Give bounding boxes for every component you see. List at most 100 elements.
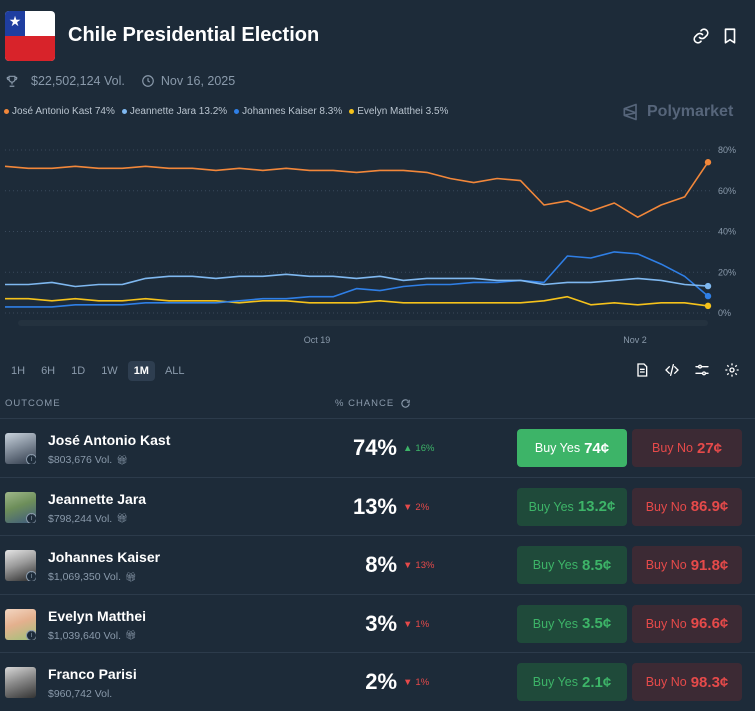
refresh-icon[interactable]	[400, 398, 411, 409]
legend-dot	[4, 109, 9, 114]
candidate-volume: $1,039,640 Vol. 🎁︎	[48, 629, 137, 642]
sliders-icon[interactable]	[694, 362, 710, 378]
polymarket-logo-icon	[623, 103, 637, 121]
candidate-chance: 13%	[352, 493, 397, 519]
candidate-chance: 2%	[365, 669, 397, 694]
info-icon: i	[26, 571, 36, 581]
legend-item: José Antonio Kast 74%	[4, 106, 115, 117]
arrow-down-icon: ▼	[403, 560, 413, 571]
series-line	[4, 161, 709, 218]
candidate-chance: 8%	[365, 552, 397, 577]
buy-no-button[interactable]: Buy No 91.8¢	[632, 546, 742, 584]
market-header: ★ Chile Presidential Election $22,502,12…	[0, 0, 755, 100]
price-chart[interactable]: 80% 60% 40% 20% 0% Oct 19 Nov 2	[0, 135, 755, 350]
series-endpoint	[704, 159, 712, 166]
buy-no-button[interactable]: Buy No 96.6¢	[632, 604, 742, 643]
gift-icon: 🎁︎	[124, 630, 137, 640]
outcome-column-header: OUTCOME	[5, 398, 61, 409]
candidate-name: Johannes Kaiser	[48, 549, 161, 565]
series-line	[5, 251, 709, 308]
outcome-row[interactable]: i Evelyn Matthei $1,039,640 Vol. 🎁︎ 3% ▼ 1…	[0, 593, 755, 653]
document-icon[interactable]	[634, 362, 650, 378]
legend-dot	[121, 109, 127, 114]
link-icon[interactable]	[692, 27, 710, 45]
gift-icon: 🎁︎	[116, 454, 128, 465]
range-1w-button[interactable]: 1W	[101, 365, 118, 377]
gift-icon: 🎁︎	[124, 571, 137, 582]
candidate-name: Franco Parisi	[48, 666, 137, 682]
info-icon: i	[26, 454, 36, 464]
candidate-volume: $803,676 Vol. 🎁︎	[48, 454, 128, 466]
candidate-volume: $798,244 Vol. 🎁︎	[48, 512, 128, 525]
buy-no-button[interactable]: Buy No 86.9¢	[632, 487, 742, 526]
y-tick-label: 40%	[718, 227, 736, 237]
candidate-name: Evelyn Matthei	[48, 607, 147, 624]
candidate-volume: $960,742 Vol.	[48, 688, 113, 700]
candidate-chance: 74%	[352, 435, 397, 460]
outcome-row[interactable]: i José Antonio Kast $803,676 Vol. 🎁︎ 74% …	[0, 418, 755, 477]
buy-no-button[interactable]: Buy No 98.3¢	[632, 663, 742, 701]
y-tick-label: 0%	[718, 308, 731, 318]
embed-code-icon[interactable]	[664, 362, 680, 378]
y-tick-label: 80%	[718, 145, 736, 155]
chance-change: ▼ 1%	[403, 677, 430, 688]
market-meta: $22,502,124 Vol. Nov 16, 2025	[5, 74, 235, 88]
settings-gear-icon[interactable]	[724, 362, 740, 378]
outcome-row[interactable]: i Jeannette Jara $798,244 Vol. 🎁︎ 13% ▼ 2%…	[0, 476, 755, 536]
gift-icon: 🎁︎	[116, 513, 128, 523]
y-tick-label: 20%	[718, 267, 736, 277]
range-1m-button[interactable]: 1M	[127, 361, 155, 381]
candidate-avatar: i	[5, 433, 36, 464]
candidate-volume: $1,069,350 Vol. 🎁︎	[48, 571, 137, 583]
arrow-down-icon: ▼	[403, 501, 413, 513]
candidate-avatar	[5, 667, 36, 698]
series-line	[5, 295, 709, 307]
legend-item: Jeannette Jara 13.2%	[121, 106, 227, 117]
series-endpoint	[704, 292, 712, 300]
chart-legend: José Antonio Kast 74% Jeannette Jara 13.…	[4, 106, 448, 117]
range-all-button[interactable]: ALL	[164, 365, 185, 377]
arrow-down-icon: ▼	[403, 677, 413, 688]
buy-yes-button[interactable]: Buy Yes 74¢	[517, 429, 627, 467]
info-icon: i	[26, 512, 36, 523]
time-range-selector: 1H 6H 1D 1W 1M ALL	[5, 361, 191, 381]
legend-dot	[234, 109, 240, 114]
legend-item: Evelyn Matthei 3.5%	[349, 106, 448, 117]
bookmark-icon[interactable]	[721, 27, 739, 45]
range-1d-button[interactable]: 1D	[71, 365, 86, 377]
candidate-name: Jeannette Jara	[48, 490, 147, 507]
range-1h-button[interactable]: 1H	[11, 365, 26, 377]
chance-change: ▲ 16%	[403, 443, 435, 454]
buy-yes-button[interactable]: Buy Yes 3.5¢	[517, 604, 627, 643]
x-tick-label: Nov 2	[623, 335, 647, 345]
chance-change: ▼ 1%	[403, 618, 430, 630]
chance-change: ▼ 13%	[403, 560, 435, 571]
market-end-date: Nov 16, 2025	[160, 74, 236, 88]
y-tick-label: 60%	[718, 186, 736, 196]
arrow-up-icon: ▲	[403, 443, 413, 454]
candidate-chance: 3%	[365, 610, 397, 636]
candidate-avatar: i	[5, 608, 36, 640]
outcome-list: i José Antonio Kast $803,676 Vol. 🎁︎ 74% …	[0, 418, 755, 711]
buy-yes-button[interactable]: Buy Yes 8.5¢	[517, 546, 627, 584]
clock-icon	[142, 75, 154, 87]
info-icon: i	[26, 629, 36, 640]
series-endpoint	[704, 282, 712, 290]
market-volume: $22,502,124 Vol.	[31, 74, 125, 88]
range-6h-button[interactable]: 6H	[41, 365, 56, 377]
candidate-name: José Antonio Kast	[48, 432, 171, 448]
candidate-avatar: i	[5, 550, 36, 581]
chance-change: ▼ 2%	[403, 501, 430, 513]
legend-item: Johannes Kaiser 8.3%	[234, 106, 342, 117]
polymarket-logo: Polymarket	[621, 102, 733, 122]
chart-scrubber[interactable]	[18, 320, 708, 326]
outcome-row[interactable]: Franco Parisi $960,742 Vol. 2% ▼ 1% Buy Y…	[0, 652, 755, 711]
buy-yes-button[interactable]: Buy Yes 13.2¢	[517, 487, 627, 526]
series-line	[5, 273, 709, 288]
arrow-down-icon: ▼	[403, 618, 413, 630]
trophy-icon	[6, 75, 18, 87]
buy-yes-button[interactable]: Buy Yes 2.1¢	[517, 663, 627, 701]
page-title: Chile Presidential Election	[68, 24, 320, 46]
buy-no-button[interactable]: Buy No 27¢	[632, 429, 742, 467]
outcome-row[interactable]: i Johannes Kaiser $1,069,350 Vol. 🎁︎ 8% ▼…	[0, 535, 755, 594]
